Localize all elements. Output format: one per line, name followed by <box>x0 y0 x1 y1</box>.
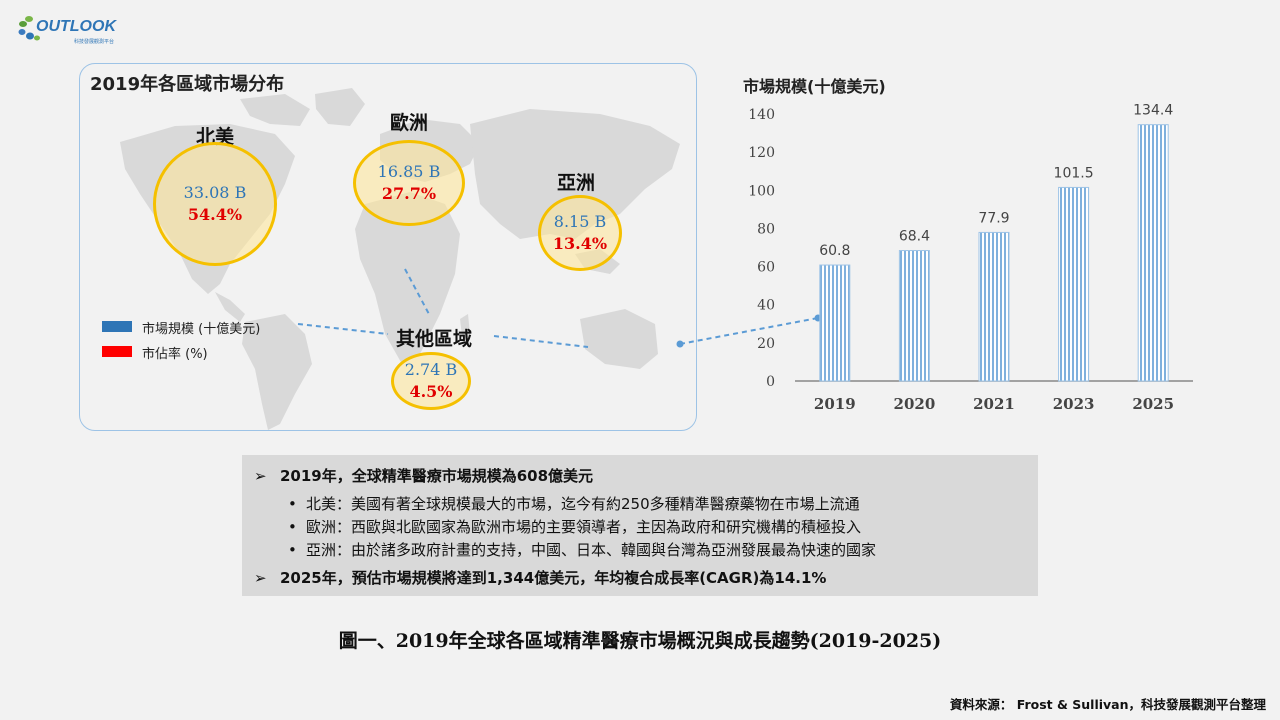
summary-box: ➢ 2019年，全球精準醫療市場規模為608億美元 • 北美：美國有著全球規模最大的… <box>242 455 1038 596</box>
bar <box>978 231 1010 382</box>
arrow-bullet-icon: ➢ <box>254 569 267 587</box>
data-label: 77.9 <box>978 210 1009 226</box>
map-title: 2019年各區域市場分布 <box>90 74 285 95</box>
region-label-others: 其他區域 <box>396 328 473 350</box>
data-label: 101.5 <box>1054 165 1094 181</box>
y-tick-label: 100 <box>748 183 775 199</box>
svg-text:科技發展觀測平台: 科技發展觀測平台 <box>74 38 114 45</box>
asia-share: 13.4% <box>552 234 608 253</box>
summary-sub-europe-text: 歐洲：西歐與北歐國家為歐洲市場的主要領導者，主因為政府和研究機構的積極投入 <box>306 518 862 536</box>
bubble-asia: 8.15 B 13.4% <box>538 195 622 271</box>
bubble-europe: 16.85 B 27.7% <box>353 140 465 226</box>
europe-share: 27.7% <box>381 184 437 203</box>
summary-point-2019-text: 2019年，全球精準醫療市場規模為608億美元 <box>280 467 594 485</box>
bar <box>819 264 851 382</box>
market-size-bar-chart: 0 20 40 60 80 100 120 140 60.8 2019 68.4 2020 77.9 20… <box>748 103 1193 413</box>
dot-bullet-icon: • <box>288 518 297 536</box>
y-tick-label: 120 <box>748 145 775 161</box>
source-note: 資料來源： Frost & Sullivan，科技發展觀測平台整理 <box>949 697 1266 712</box>
arrow-bullet-icon: ➢ <box>254 467 267 485</box>
legend-item-size: 市場規模 (十億美元) <box>102 318 282 337</box>
legend-swatch-blue <box>102 321 132 332</box>
y-tick-label: 140 <box>748 107 775 123</box>
svg-text:OUTLOOK: OUTLOOK <box>36 18 117 35</box>
region-label-asia: 亞洲 <box>557 172 596 194</box>
bar <box>898 250 930 382</box>
europe-size: 16.85 B <box>377 162 441 181</box>
y-tick-label: 0 <box>766 374 775 390</box>
legend-label-share: 市佔率 (%) <box>142 347 208 362</box>
legend-swatch-red <box>102 346 132 357</box>
dot-bullet-icon: • <box>288 495 297 513</box>
data-label: 68.4 <box>899 229 930 245</box>
bar <box>1058 186 1090 382</box>
y-tick-label: 80 <box>757 221 775 237</box>
region-label-europe: 歐洲 <box>390 112 429 134</box>
outlook-logo: OUTLOOK 科技發展觀測平台 <box>14 8 134 50</box>
map-legend: 市場規模 (十億美元) 市佔率 (%) <box>102 318 282 368</box>
summary-sub-asia-text: 亞洲：由於諸多政府計畫的支持，中國、日本、韓國與台灣為亞洲發展最為快速的國家 <box>306 541 877 559</box>
figure-caption: 圖一、2019年全球各區域精準醫療市場概況與成長趨勢(2019-2025) <box>338 630 942 652</box>
dot-bullet-icon: • <box>288 541 297 559</box>
y-tick-label: 60 <box>757 260 775 276</box>
summary-point-2019: ➢ 2019年，全球精準醫療市場規模為608億美元 <box>254 465 593 486</box>
asia-size: 8.15 B <box>553 212 607 231</box>
north-america-share: 54.4% <box>187 205 243 224</box>
bar <box>1137 124 1169 382</box>
others-size: 2.74 B <box>404 360 458 379</box>
x-tick-label: 2021 <box>973 395 1015 413</box>
summary-sub-europe: • 歐洲：西歐與北歐國家為歐洲市場的主要領導者，主因為政府和研究機構的積極投入 <box>288 516 861 537</box>
legend-item-share: 市佔率 (%) <box>102 343 282 362</box>
chart-title: 市場規模(十億美元) <box>743 77 886 96</box>
summary-point-2025-text: 2025年，預估市場規模將達到1,344億美元，年均複合成長率(CAGR)為14… <box>280 569 827 587</box>
bubble-others: 2.74 B 4.5% <box>391 352 471 410</box>
summary-sub-north-america-text: 北美：美國有著全球規模最大的市場，迄今有約250多種精準醫療藥物在市場上流通 <box>306 495 860 513</box>
region-map-panel: 2019年各區域市場分布 北美 33.08 B 54.4% 歐洲 16.85 B… <box>79 63 697 431</box>
others-share: 4.5% <box>409 382 453 401</box>
summary-sub-north-america: • 北美：美國有著全球規模最大的市場，迄今有約250多種精準醫療藥物在市場上流通 <box>288 493 860 514</box>
x-tick-label: 2020 <box>894 395 936 413</box>
data-label: 60.8 <box>819 243 850 259</box>
y-tick-label: 40 <box>757 298 775 314</box>
summary-point-2025: ➢ 2025年，預估市場規模將達到1,344億美元，年均複合成長率(CAGR)為1… <box>254 567 826 588</box>
legend-label-size: 市場規模 (十億美元) <box>142 322 261 337</box>
x-tick-label: 2023 <box>1053 395 1095 413</box>
data-label: 134.4 <box>1133 103 1173 119</box>
y-tick-label: 20 <box>757 336 775 352</box>
x-tick-label: 2025 <box>1132 395 1174 413</box>
bubble-north-america: 33.08 B 54.4% <box>153 142 277 266</box>
summary-sub-asia: • 亞洲：由於諸多政府計畫的支持，中國、日本、韓國與台灣為亞洲發展最為快速的國家 <box>288 539 876 560</box>
north-america-size: 33.08 B <box>183 183 247 202</box>
x-tick-label: 2019 <box>814 395 856 413</box>
others-connector-lines <box>297 268 589 348</box>
